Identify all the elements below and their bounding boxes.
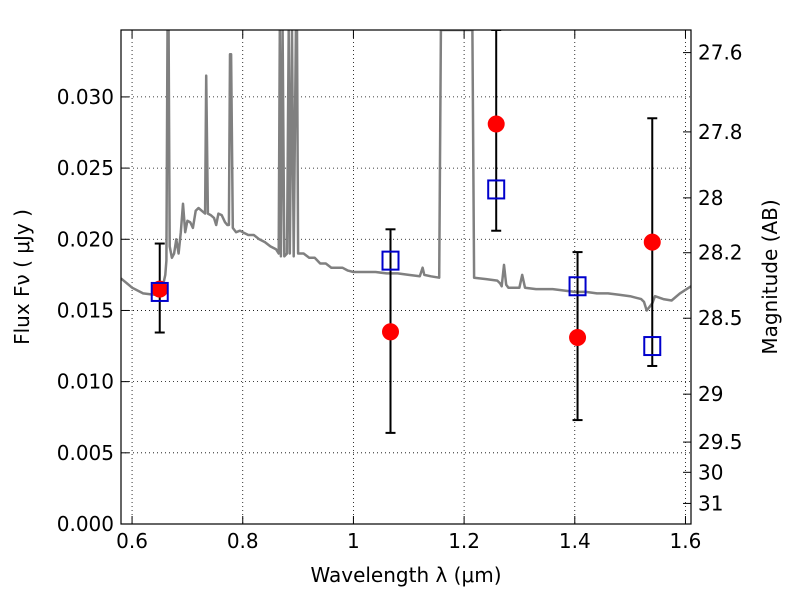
y-axis-right: 27.6 27.8 28 28.2 28.5 29 29.5 30 31: [683, 41, 743, 515]
data-point-square: [643, 336, 662, 357]
data-point-square: [150, 281, 169, 302]
x-tick-label: 0.8: [227, 529, 259, 553]
y-tick-label: 0.025: [57, 156, 114, 180]
data-point-square: [487, 179, 506, 200]
y-tick-label: 0.010: [57, 370, 114, 394]
x-axis-label: Wavelength λ (μm): [310, 563, 501, 587]
y-axis-right-label: Magnitude (AB): [758, 199, 782, 354]
y2-tick-label: 30: [698, 460, 723, 484]
data-point-square: [381, 250, 400, 271]
y2-tick-label: 29: [698, 382, 723, 406]
y-tick-label: 0.000: [57, 512, 114, 536]
y-tick-label: 0.015: [57, 298, 114, 322]
y-axis-left-label: Flux Fν ( μJy ): [10, 209, 34, 345]
plot-area: [121, 30, 691, 434]
y-tick-label: 0.030: [57, 85, 114, 109]
y2-tick-label: 31: [698, 491, 723, 515]
x-tick-label: 1.4: [559, 529, 591, 553]
data-point-circle: [382, 323, 400, 341]
y2-tick-label: 28.5: [698, 306, 743, 330]
x-tick-label: 0.6: [116, 529, 148, 553]
y-tick-label: 0.005: [57, 441, 114, 465]
x-tick-label: 1.2: [448, 529, 480, 553]
x-tick-label: 1: [347, 529, 360, 553]
data-point-circle: [487, 115, 505, 133]
y2-tick-label: 27.6: [698, 41, 743, 65]
plot-frame: [120, 29, 692, 525]
y-tick-label: 0.020: [57, 227, 114, 251]
x-tick-label: 1.6: [670, 529, 702, 553]
x-axis: 0.6 0.8 1 1.2 1.4 1.6: [116, 30, 701, 553]
model-spectrum-line: [121, 30, 691, 312]
y-axis-left: 0.000 0.005 0.010 0.015 0.020 0.025 0.030: [57, 85, 129, 536]
y2-tick-label: 27.8: [698, 120, 743, 144]
data-point-square: [568, 276, 587, 297]
data-point-circle: [569, 329, 587, 347]
data-point-circle: [643, 233, 661, 251]
y2-tick-label: 28.2: [698, 241, 743, 265]
y2-tick-label: 28: [698, 186, 723, 210]
y2-tick-label: 29.5: [698, 430, 743, 454]
